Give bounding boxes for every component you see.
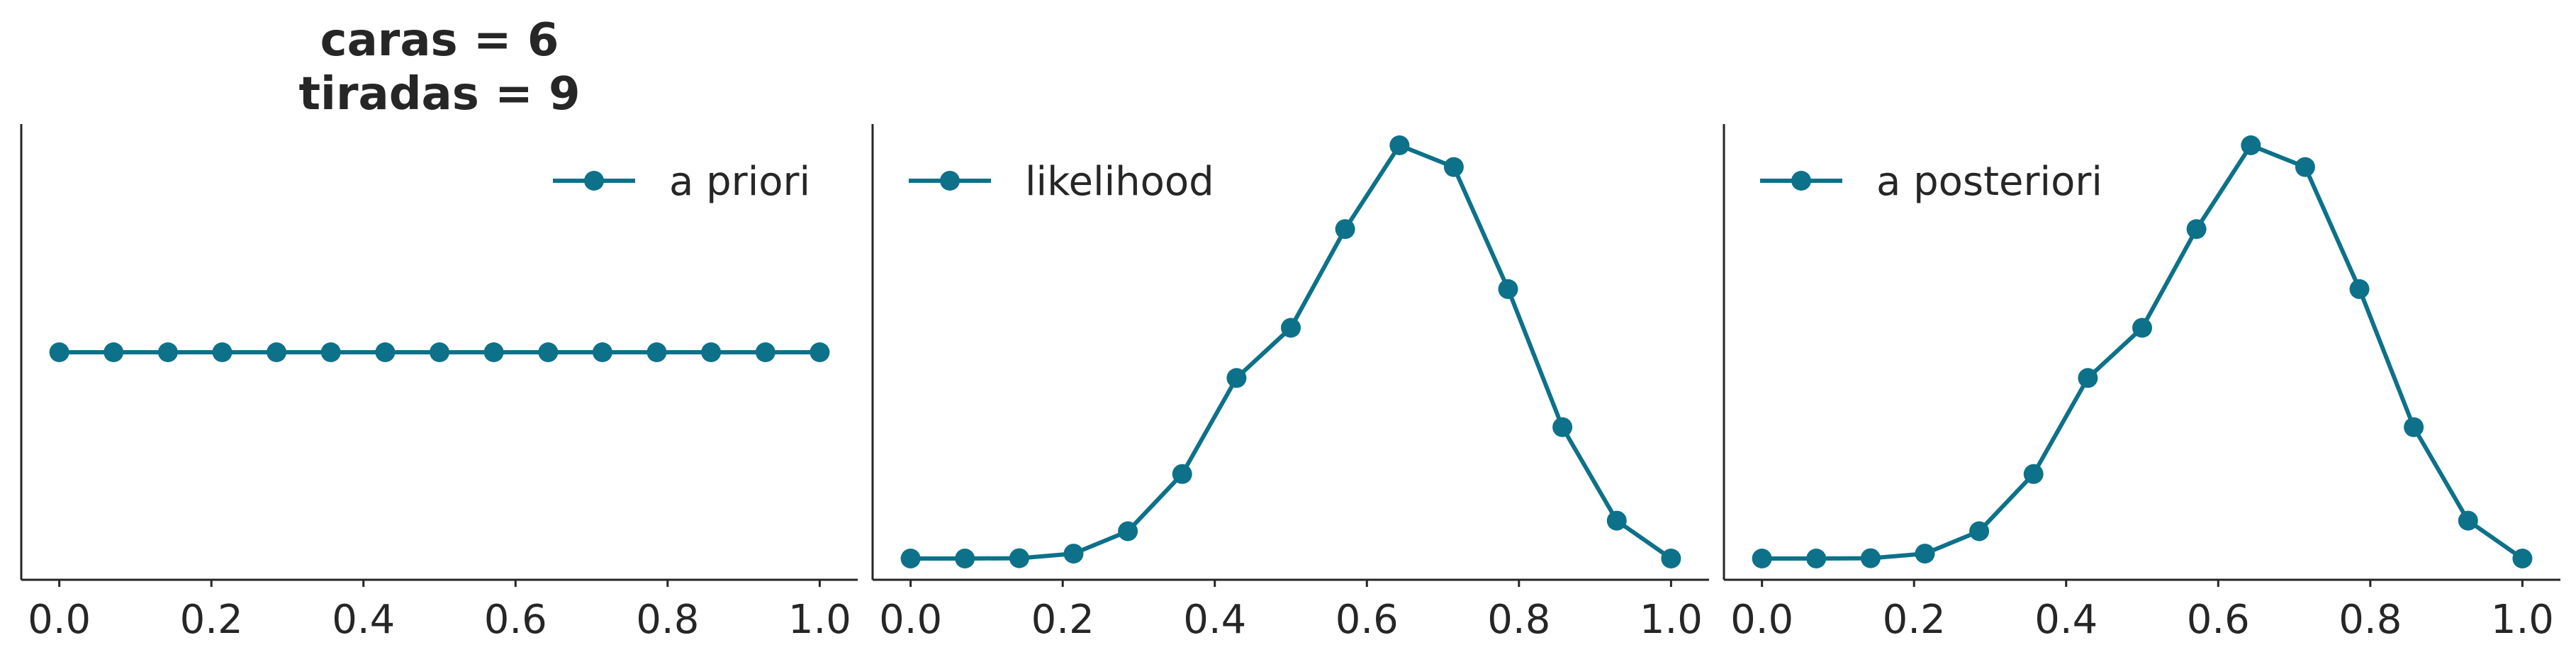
series-line — [910, 143, 1673, 561]
data-point — [1498, 279, 1518, 299]
data-point — [592, 342, 612, 362]
data-point — [955, 549, 975, 568]
data-point — [430, 342, 449, 362]
data-point — [900, 549, 921, 568]
data-point — [1606, 510, 1627, 531]
x-tick-label: 0.2 — [1883, 597, 1946, 643]
x-tick-label: 0.0 — [1730, 597, 1793, 643]
data-point — [1118, 521, 1138, 542]
chart-title-line: tiradas = 9 — [298, 68, 580, 120]
legend-marker — [584, 171, 604, 191]
data-point — [1969, 521, 1990, 542]
legend-marker — [940, 171, 960, 191]
data-point — [810, 342, 830, 362]
data-point — [1335, 219, 1355, 240]
data-point — [1172, 464, 1192, 484]
x-tick-label: 0.6 — [484, 597, 547, 643]
data-point — [103, 342, 124, 362]
x-tick-label: 0.2 — [1031, 597, 1094, 643]
x-tick-label: 0.8 — [2339, 597, 2402, 643]
data-point — [49, 342, 69, 362]
x-tick-label: 0.6 — [2187, 597, 2250, 643]
x-tick-label: 0.4 — [2034, 597, 2098, 643]
data-point — [267, 342, 287, 362]
legend: likelihood — [909, 159, 1214, 205]
legend-marker — [1791, 171, 1811, 191]
data-point — [1009, 548, 1029, 568]
data-point — [2404, 417, 2424, 437]
legend-label: likelihood — [1025, 159, 1214, 205]
x-tick-label: 0.8 — [1487, 597, 1550, 643]
data-point — [538, 342, 559, 362]
x-tick-label: 1.0 — [1640, 597, 1703, 643]
data-point — [2186, 219, 2207, 240]
data-point — [1915, 544, 1935, 564]
data-point — [646, 342, 667, 362]
x-tick-label: 0.0 — [28, 597, 91, 643]
x-tick-label: 0.0 — [879, 597, 942, 643]
data-point — [212, 342, 233, 362]
data-point — [1860, 548, 1881, 568]
panel-prior: 0.0 0.2 0.4 0.6 0.8 1.0 a priori caras = 6tirad… — [20, 14, 858, 643]
x-tick-label: 0.6 — [1335, 597, 1399, 643]
x-tick-label: 1.0 — [2491, 597, 2554, 643]
data-point — [1806, 549, 1827, 568]
x-tick-label: 1.0 — [788, 597, 851, 643]
series-line — [1762, 143, 2524, 561]
legend-label: a priori — [669, 159, 810, 205]
data-point — [1281, 318, 1301, 338]
data-point — [1226, 368, 1247, 388]
x-tick-label: 0.4 — [1183, 597, 1246, 643]
x-tick-label: 0.2 — [180, 597, 243, 643]
x-tick-label: 0.4 — [332, 597, 395, 643]
data-point — [2132, 318, 2152, 338]
chart-title-line: caras = 6 — [320, 14, 559, 67]
legend-label: a posteriori — [1876, 159, 2102, 205]
data-point — [1389, 135, 1410, 155]
panel-posterior: 0.0 0.2 0.4 0.6 0.8 1.0 a posteriori — [1723, 124, 2560, 643]
legend: a posteriori — [1760, 159, 2102, 205]
data-point — [1661, 549, 1681, 568]
data-point — [320, 342, 341, 362]
data-point — [701, 342, 722, 362]
data-point — [1552, 417, 1573, 437]
data-point — [157, 342, 178, 362]
data-point — [2241, 135, 2261, 155]
data-point — [2349, 279, 2370, 299]
x-tick-label: 0.8 — [636, 597, 699, 643]
legend: a priori — [553, 159, 810, 205]
data-point — [2023, 464, 2044, 484]
data-point — [2512, 549, 2533, 568]
data-point — [1752, 549, 1772, 568]
panel-likelihood: 0.0 0.2 0.4 0.6 0.8 1.0 likelihood — [871, 124, 1709, 643]
data-point — [1063, 544, 1084, 564]
data-point — [375, 342, 396, 362]
data-point — [1443, 157, 1464, 177]
data-point — [2458, 510, 2478, 531]
data-point — [755, 342, 775, 362]
data-point — [483, 342, 504, 362]
data-point — [2078, 368, 2098, 388]
data-point — [2295, 157, 2315, 177]
